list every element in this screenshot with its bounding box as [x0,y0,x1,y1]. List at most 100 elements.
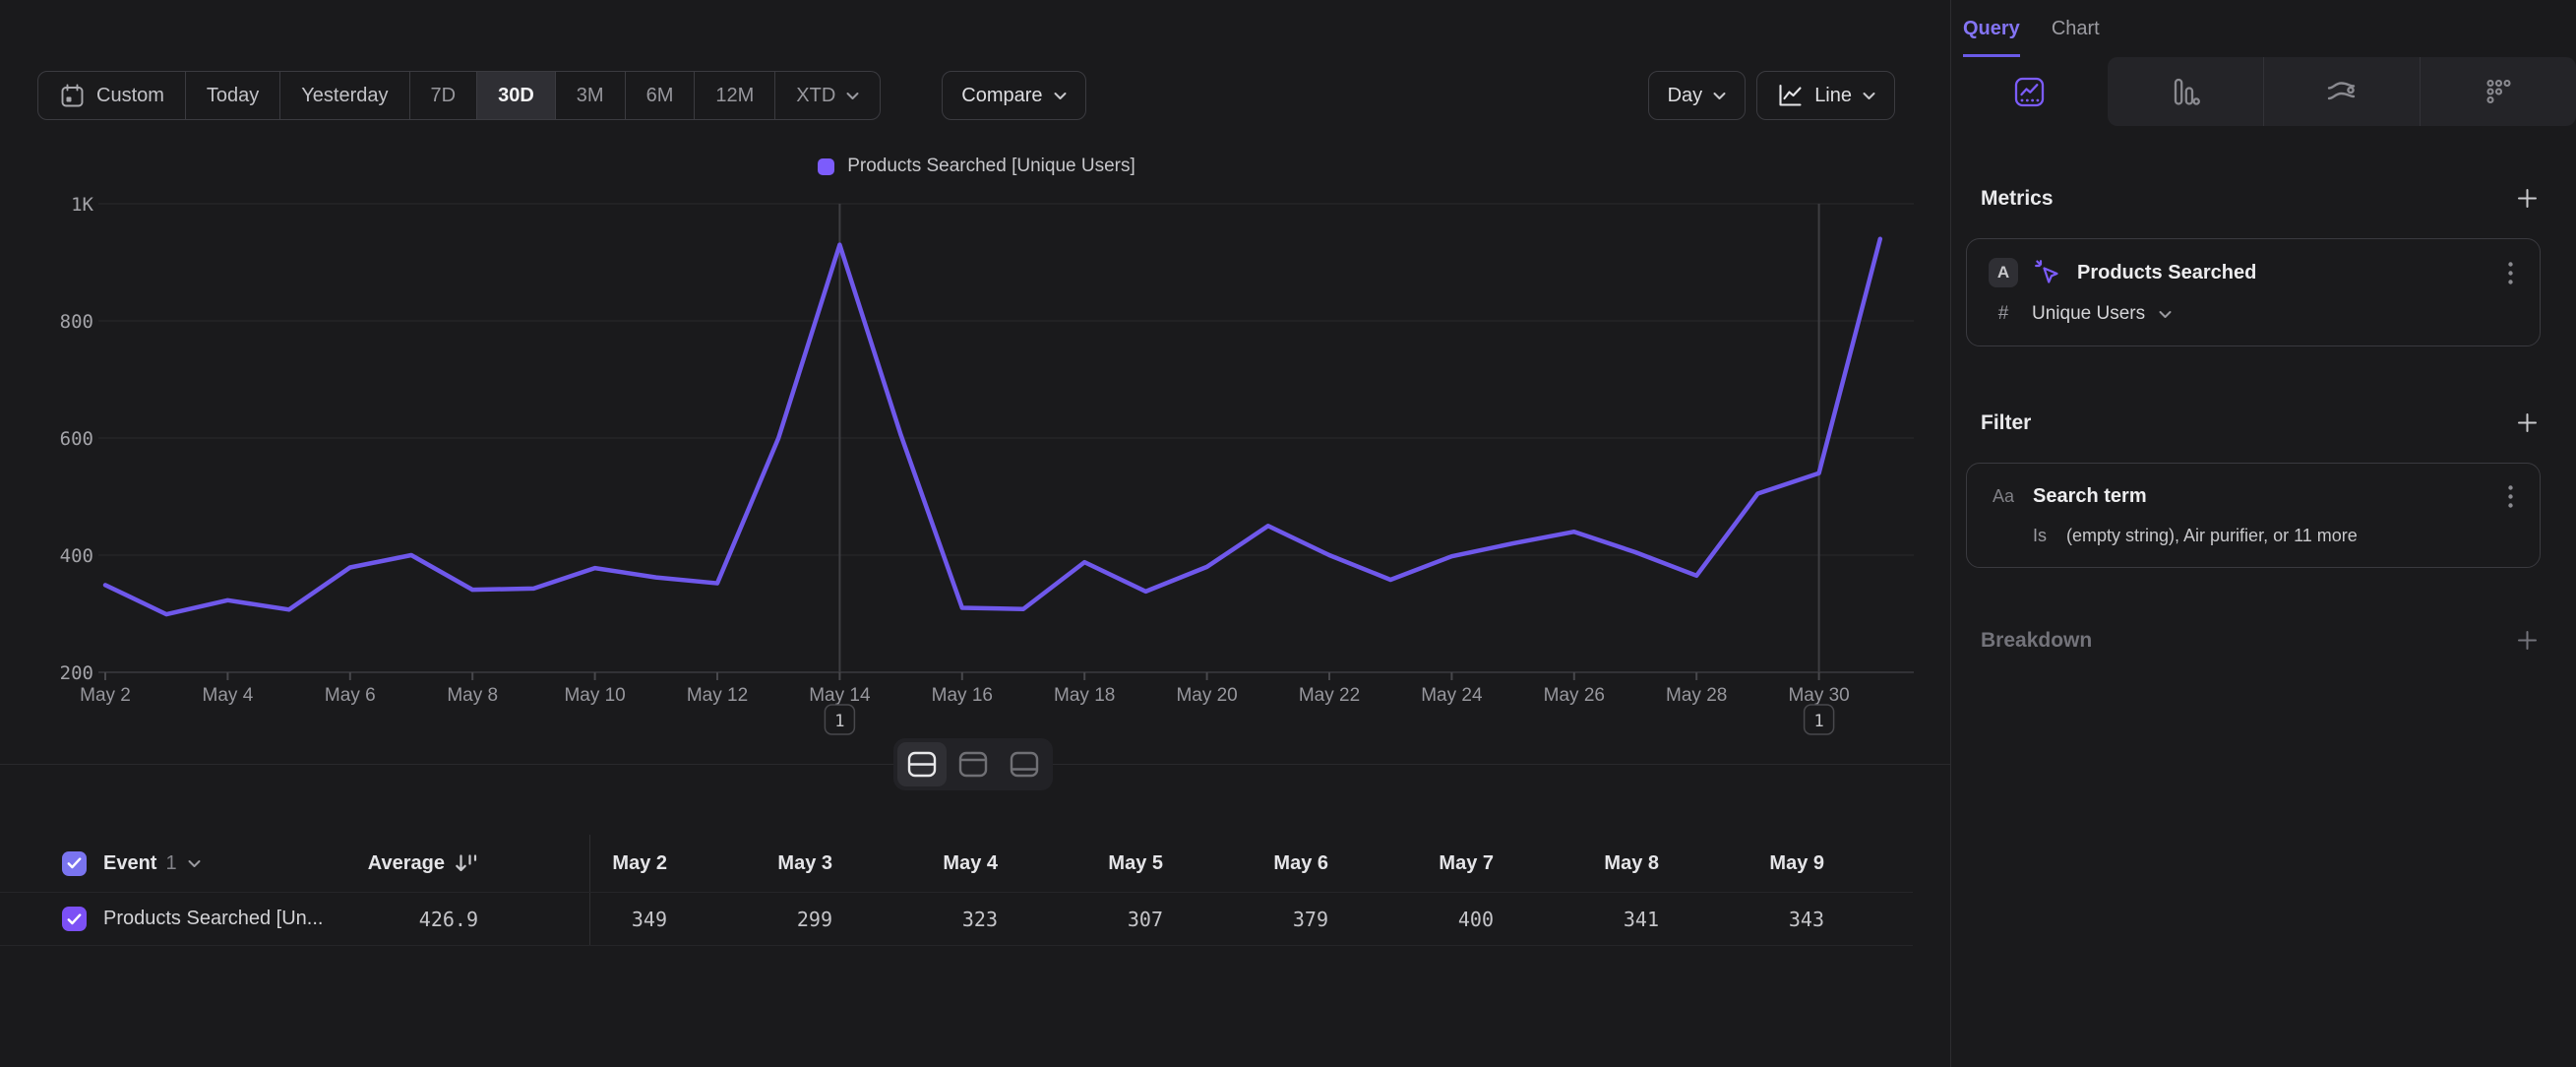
table-row[interactable]: Products Searched [Un... 426.9 349299323… [0,893,1913,946]
date-range-label: XTD [796,85,835,107]
select-all-checkbox[interactable] [62,851,87,876]
chevron-down-icon [846,92,859,100]
date-range-label: 12M [715,85,754,107]
date-column-header: May 2 [590,835,756,892]
date-cell-value: 341 [1582,893,1748,945]
filter-property-name[interactable]: Search term [2033,485,2147,508]
table-row-left: Products Searched [Un... 426.9 [0,893,590,945]
interval-button[interactable]: Day [1648,71,1747,120]
y-axis-label: 1K [71,194,93,216]
add-filter-button[interactable] [2514,409,2541,436]
y-axis-label: 200 [60,662,93,684]
filter-card[interactable]: Aa Search term Is (empty string), Air pu… [1966,463,2541,568]
chart-type-label: Line [1814,85,1852,107]
filter-values[interactable]: (empty string), Air purifier, or 11 more [2066,526,2358,546]
kebab-menu-icon[interactable] [2503,259,2518,287]
date-range-label: Today [207,85,259,107]
layout-toggle-group [893,738,1053,790]
metric-event-name[interactable]: Products Searched [2077,262,2256,284]
kebab-menu-icon[interactable] [2503,482,2518,511]
date-range-label: Custom [96,85,164,107]
filter-operator[interactable]: Is [2033,526,2047,546]
chart-type-tab-segmentation[interactable] [1951,57,2108,126]
x-axis-label: May 6 [325,685,376,706]
chevron-down-icon[interactable] [188,859,201,868]
add-breakdown-button[interactable] [2514,627,2541,654]
toolbar: Custom Today Yesterday7D 30D 3M 6M 12M XTD Comp… [37,71,1895,120]
measure-selector[interactable]: Unique Users [2032,303,2145,325]
layout-toggle-chart-view[interactable] [949,742,998,786]
chevron-down-icon [1713,92,1726,100]
text-property-icon: Aa [1989,486,2018,507]
series-line[interactable] [105,239,1880,614]
average-value: 426.9 [419,908,478,931]
event-count: 1 [165,852,176,875]
chart-legend[interactable]: Products Searched [Unique Users] [39,156,1914,177]
date-range-xtd[interactable]: XTD [775,72,880,119]
chevron-down-icon [1054,92,1067,100]
tab-chart[interactable]: Chart [2052,0,2100,57]
date-column-header: May 9 [1748,835,1913,892]
sort-descending-icon[interactable] [454,852,478,875]
date-column-header: May 6 [1252,835,1417,892]
chart-type-button[interactable]: Line [1756,71,1895,120]
x-axis-label: May 18 [1054,685,1115,706]
date-cell-value: 400 [1417,893,1582,945]
date-range-yesterday[interactable]: Yesterday [280,72,409,119]
interval-label: Day [1668,85,1703,107]
event-spark-cursor-icon [2033,258,2062,287]
chart-type-tab-flow[interactable] [2263,57,2420,126]
date-range-today[interactable]: Today [186,72,280,119]
date-cell-value: 307 [1086,893,1252,945]
metric-card[interactable]: A Products Searched # Unique Users [1966,238,2541,346]
chevron-down-icon[interactable] [2159,310,2172,319]
annotation-badge-label[interactable]: 1 [1813,712,1823,731]
x-axis-label: May 8 [447,685,498,706]
events-table: Event 1 Average May 2May 3May 4May 5May … [0,835,1913,946]
breakdown-title: Breakdown [1981,629,2092,653]
average-column-label: Average [368,852,445,875]
annotation-badge-label[interactable]: 1 [834,712,844,731]
x-axis-label: May 20 [1176,685,1237,706]
date-column-header: May 4 [921,835,1086,892]
date-range-label: 3M [577,85,604,107]
date-range-custom[interactable]: Custom [38,72,186,119]
chart-canvas[interactable]: 2004006008001KMay 2May 4May 6May 8May 10… [39,187,1914,748]
date-range-label: 30D [498,85,534,107]
layout-toggle-split-view[interactable] [897,742,947,786]
query-sidebar: Query Chart Metrics A Products Searched #… [1950,0,2576,1067]
x-axis-label: May 16 [932,685,993,706]
date-range-30d[interactable]: 30D [477,72,556,119]
metrics-title: Metrics [1981,187,2054,211]
x-axis-label: May 22 [1299,685,1360,706]
chart-type-tab-funnel[interactable] [2108,57,2263,126]
y-axis-label: 600 [60,428,93,450]
date-column-header: May 8 [1582,835,1748,892]
chart-type-tab-retention[interactable] [2420,57,2576,126]
event-column-label: Event [103,852,156,875]
table-header-left: Event 1 Average [0,835,590,892]
date-cell-value: 349 [590,893,756,945]
tab-query[interactable]: Query [1963,0,2020,57]
date-range-7d[interactable]: 7D [410,72,478,119]
compare-button[interactable]: Compare [942,71,1085,120]
date-range-6m[interactable]: 6M [626,72,696,119]
date-range-12m[interactable]: 12M [695,72,775,119]
add-metric-button[interactable] [2514,185,2541,212]
x-axis-label: May 10 [564,685,625,706]
date-range-3m[interactable]: 3M [556,72,626,119]
series-checkbox[interactable] [62,907,87,931]
date-range-control: Custom Today Yesterday7D 30D 3M 6M 12M XTD [37,71,881,120]
series-name: Products Searched [Un... [103,908,323,930]
funnel-icon [2169,76,2201,108]
line-chart-icon [1776,83,1804,108]
filter-section-header: Filter [1981,409,2541,436]
x-axis-label: May 2 [80,685,131,706]
line-chart[interactable]: 2004006008001KMay 2May 4May 6May 8May 10… [39,187,1914,748]
legend-label: Products Searched [Unique Users] [847,156,1135,177]
x-axis-label: May 26 [1544,685,1605,706]
main-panel: Custom Today Yesterday7D 30D 3M 6M 12M XTD Comp… [0,0,1950,1067]
flow-icon [2324,76,2359,108]
table-header-row: Event 1 Average May 2May 3May 4May 5May … [0,835,1913,893]
layout-toggle-table-view[interactable] [1000,742,1049,786]
